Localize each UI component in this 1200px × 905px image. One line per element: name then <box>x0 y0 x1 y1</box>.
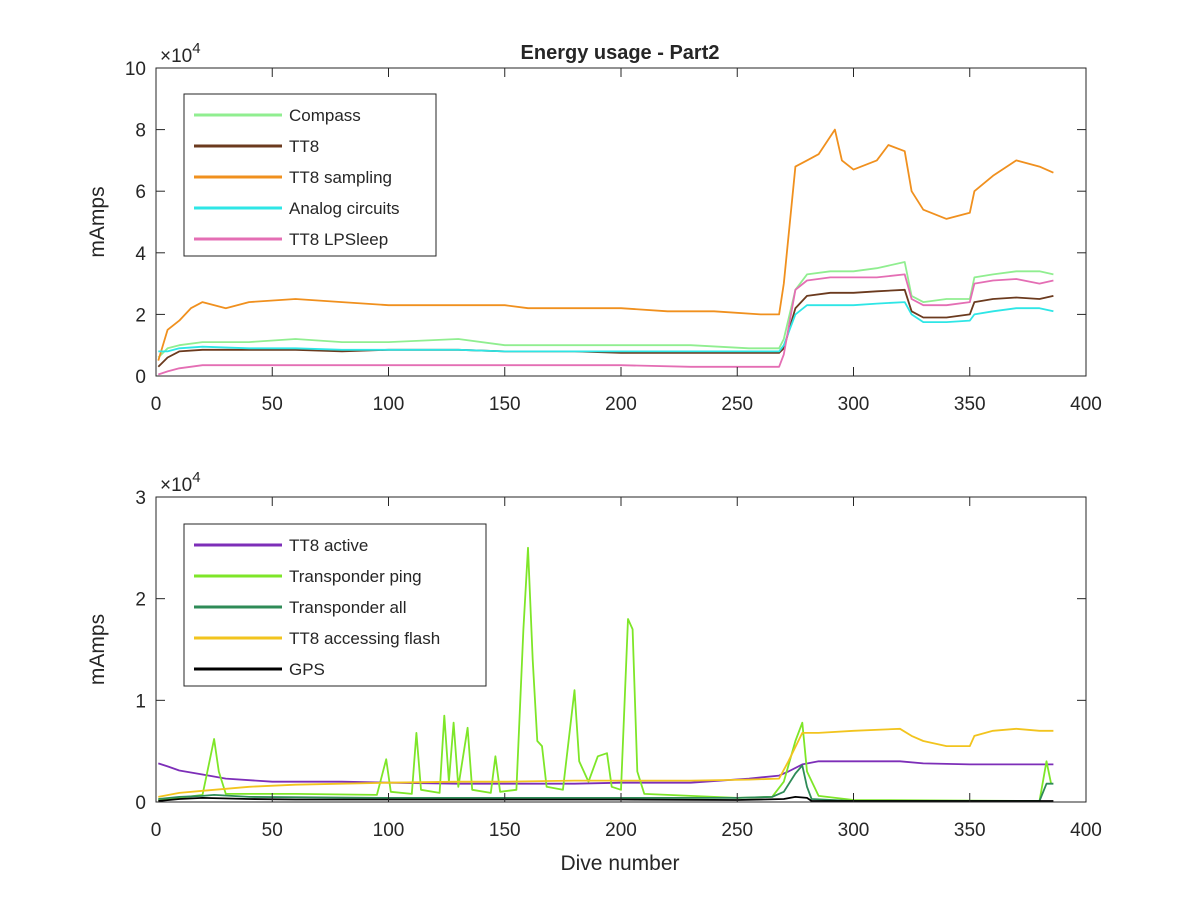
series-group <box>157 128 1054 376</box>
plot-energy-bottom: 0 50 100 150 200 250 300 350 400 0 1 2 3 ×104 mAmps TT8… <box>86 469 1102 841</box>
series-line-tt8-sampling <box>157 128 1054 361</box>
y-exponent-power: 4 <box>192 40 200 57</box>
legend-label: TT8 active <box>289 536 368 555</box>
x-tick-label: 150 <box>489 394 521 415</box>
x-tick-label: 50 <box>262 394 283 415</box>
x-tick-label: 200 <box>605 394 637 415</box>
legend-box <box>183 93 437 257</box>
x-tick-label: 250 <box>721 394 753 415</box>
x-axis-label: Dive number <box>560 852 679 875</box>
x-tick-label: 300 <box>838 394 870 415</box>
legend-label: Transponder all <box>289 598 407 617</box>
series-line-tt8-active <box>158 760 1054 785</box>
y-exponent-base: ×10 <box>160 475 192 496</box>
legend-label: GPS <box>289 660 325 679</box>
y-tick-label: 1 <box>135 691 146 712</box>
x-tick-label: 400 <box>1070 394 1102 415</box>
series-line-transponder-ping <box>158 546 1052 802</box>
legend-label: Transponder ping <box>289 567 422 586</box>
legend-label: Analog circuits <box>289 199 400 218</box>
y-tick-label: 2 <box>135 590 146 611</box>
x-tick-label: 150 <box>489 820 521 841</box>
y-exponent-label: ×104 <box>160 40 201 67</box>
y-tick-label: 0 <box>135 367 146 388</box>
x-tick-label: 350 <box>954 820 986 841</box>
x-tick-label: 100 <box>373 820 405 841</box>
y-exponent-base: ×10 <box>160 46 192 67</box>
x-tick-label: 200 <box>605 820 637 841</box>
y-tick-label: 10 <box>125 59 146 80</box>
y-axis-label: mAmps <box>86 186 109 257</box>
y-tick-label: 4 <box>135 244 146 265</box>
y-tick-label: 6 <box>135 182 146 203</box>
x-tick-label: 300 <box>838 820 870 841</box>
legend-label: Compass <box>289 106 361 125</box>
x-tick-label: 0 <box>151 394 162 415</box>
series-line-tt8 <box>157 288 1054 368</box>
x-tick-label: 50 <box>262 820 283 841</box>
series-line-gps <box>158 796 1054 802</box>
y-tick-label: 0 <box>135 793 146 814</box>
y-exponent-power: 4 <box>192 469 200 486</box>
legend-label: TT8 accessing flash <box>289 629 440 648</box>
series-line-tt8-accessing-flash <box>158 727 1054 798</box>
x-tick-label: 350 <box>954 394 986 415</box>
legend-label: TT8 <box>289 137 319 156</box>
y-tick-label: 8 <box>135 121 146 142</box>
series-line-tt8-lpsleep <box>158 273 1054 376</box>
x-tick-label: 250 <box>721 820 753 841</box>
y-exponent-label: ×104 <box>160 469 201 496</box>
y-tick-label: 2 <box>135 305 146 326</box>
chart-title: Energy usage - Part2 <box>521 42 720 64</box>
legend-label: TT8 LPSleep <box>289 230 388 249</box>
x-tick-label: 0 <box>151 820 162 841</box>
legend-box <box>183 523 487 687</box>
y-tick-label: 3 <box>135 488 146 509</box>
x-tick-label: 100 <box>373 394 405 415</box>
y-axis-label: mAmps <box>86 614 109 685</box>
legend-label: TT8 sampling <box>289 168 392 187</box>
plot-energy-top: 0 50 100 150 200 250 300 350 4000246810×104mAmps… <box>86 40 1102 415</box>
x-tick-label: 400 <box>1070 820 1102 841</box>
series-line-analog-circuits <box>158 301 1054 353</box>
